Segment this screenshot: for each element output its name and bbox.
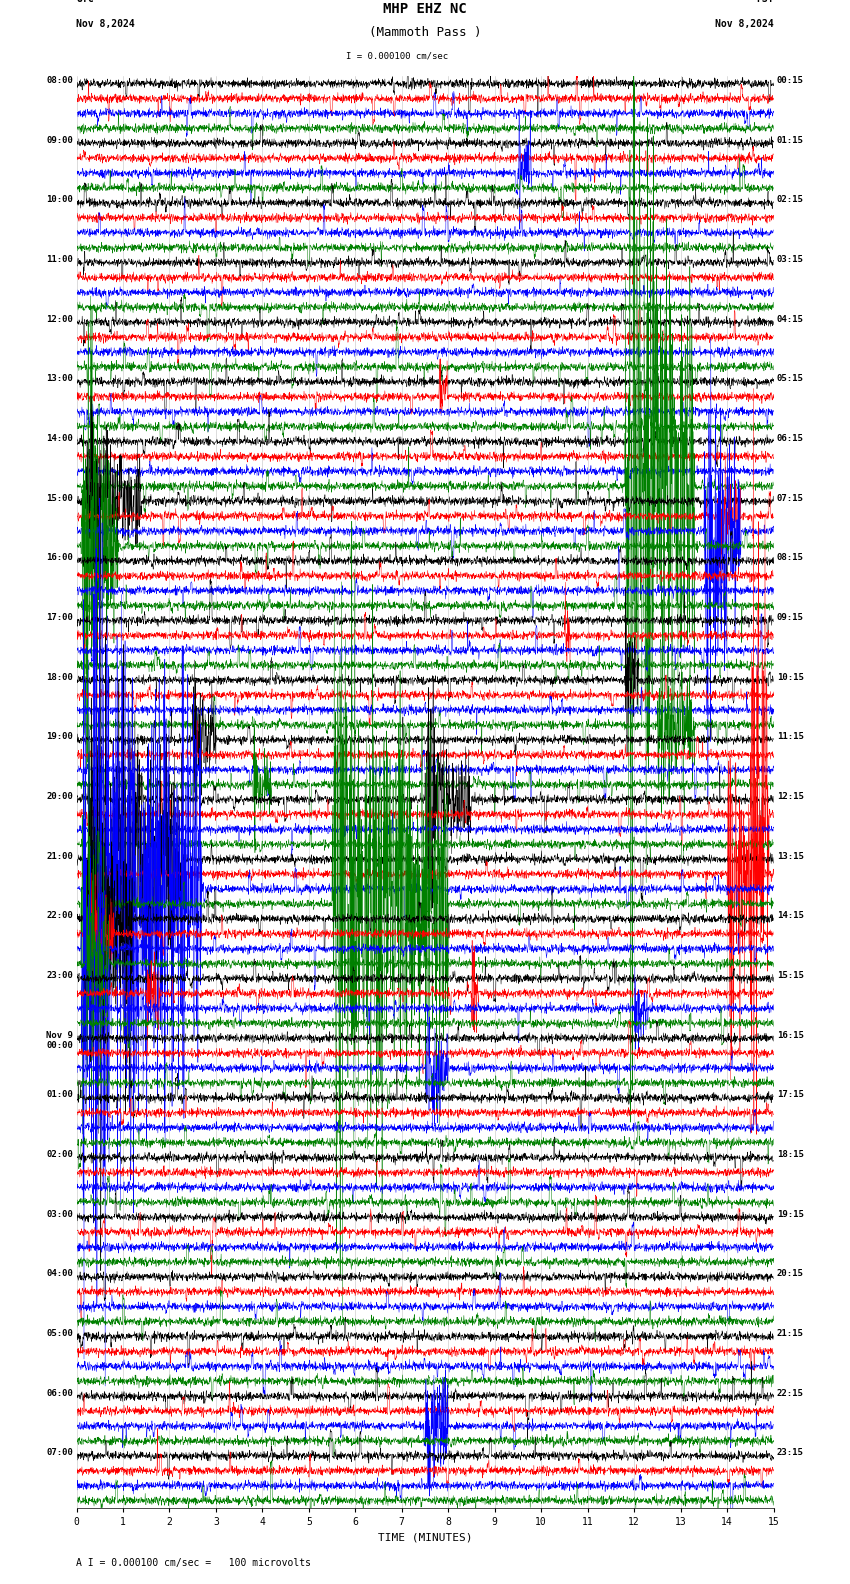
Text: 14:00: 14:00	[46, 434, 73, 444]
Text: 03:00: 03:00	[46, 1210, 73, 1218]
Text: 00:15: 00:15	[777, 76, 804, 86]
Text: 12:15: 12:15	[777, 792, 804, 802]
Text: A I = 0.000100 cm/sec =   100 microvolts: A I = 0.000100 cm/sec = 100 microvolts	[76, 1559, 311, 1568]
Text: (Mammoth Pass ): (Mammoth Pass )	[369, 25, 481, 38]
Text: 16:15: 16:15	[777, 1031, 804, 1039]
Text: 22:15: 22:15	[777, 1389, 804, 1397]
Text: 22:00: 22:00	[46, 911, 73, 920]
Text: 05:00: 05:00	[46, 1329, 73, 1338]
Text: 08:15: 08:15	[777, 553, 804, 562]
Text: Nov 9
00:00: Nov 9 00:00	[46, 1031, 73, 1050]
Text: 03:15: 03:15	[777, 255, 804, 265]
Text: 13:15: 13:15	[777, 852, 804, 860]
Text: 01:00: 01:00	[46, 1090, 73, 1099]
Text: 02:00: 02:00	[46, 1150, 73, 1159]
Text: 14:15: 14:15	[777, 911, 804, 920]
Text: 07:00: 07:00	[46, 1448, 73, 1457]
Text: 16:00: 16:00	[46, 553, 73, 562]
Text: 21:15: 21:15	[777, 1329, 804, 1338]
Text: 20:15: 20:15	[777, 1269, 804, 1278]
Text: 06:15: 06:15	[777, 434, 804, 444]
Text: 15:15: 15:15	[777, 971, 804, 980]
Text: 23:00: 23:00	[46, 971, 73, 980]
Text: PST: PST	[756, 0, 774, 5]
Text: 12:00: 12:00	[46, 315, 73, 323]
Text: I = 0.000100 cm/sec: I = 0.000100 cm/sec	[346, 51, 448, 60]
Text: 05:15: 05:15	[777, 374, 804, 383]
Text: 11:00: 11:00	[46, 255, 73, 265]
Text: 07:15: 07:15	[777, 494, 804, 502]
Text: 23:15: 23:15	[777, 1448, 804, 1457]
Text: 18:00: 18:00	[46, 673, 73, 681]
Text: 04:15: 04:15	[777, 315, 804, 323]
Text: 04:00: 04:00	[46, 1269, 73, 1278]
Text: 02:15: 02:15	[777, 195, 804, 204]
Text: 09:15: 09:15	[777, 613, 804, 623]
Text: 18:15: 18:15	[777, 1150, 804, 1159]
Text: Nov 8,2024: Nov 8,2024	[715, 19, 774, 29]
Text: UTC: UTC	[76, 0, 94, 5]
Text: 06:00: 06:00	[46, 1389, 73, 1397]
Text: 19:00: 19:00	[46, 732, 73, 741]
Text: 20:00: 20:00	[46, 792, 73, 802]
Text: 09:00: 09:00	[46, 136, 73, 144]
Text: 17:15: 17:15	[777, 1090, 804, 1099]
Text: 15:00: 15:00	[46, 494, 73, 502]
Text: Nov 8,2024: Nov 8,2024	[76, 19, 135, 29]
Text: 10:15: 10:15	[777, 673, 804, 681]
Text: 10:00: 10:00	[46, 195, 73, 204]
Text: 11:15: 11:15	[777, 732, 804, 741]
Text: 17:00: 17:00	[46, 613, 73, 623]
Text: 08:00: 08:00	[46, 76, 73, 86]
Text: 13:00: 13:00	[46, 374, 73, 383]
Text: 21:00: 21:00	[46, 852, 73, 860]
X-axis label: TIME (MINUTES): TIME (MINUTES)	[377, 1533, 473, 1543]
Text: MHP EHZ NC: MHP EHZ NC	[383, 2, 467, 16]
Text: 19:15: 19:15	[777, 1210, 804, 1218]
Text: 01:15: 01:15	[777, 136, 804, 144]
